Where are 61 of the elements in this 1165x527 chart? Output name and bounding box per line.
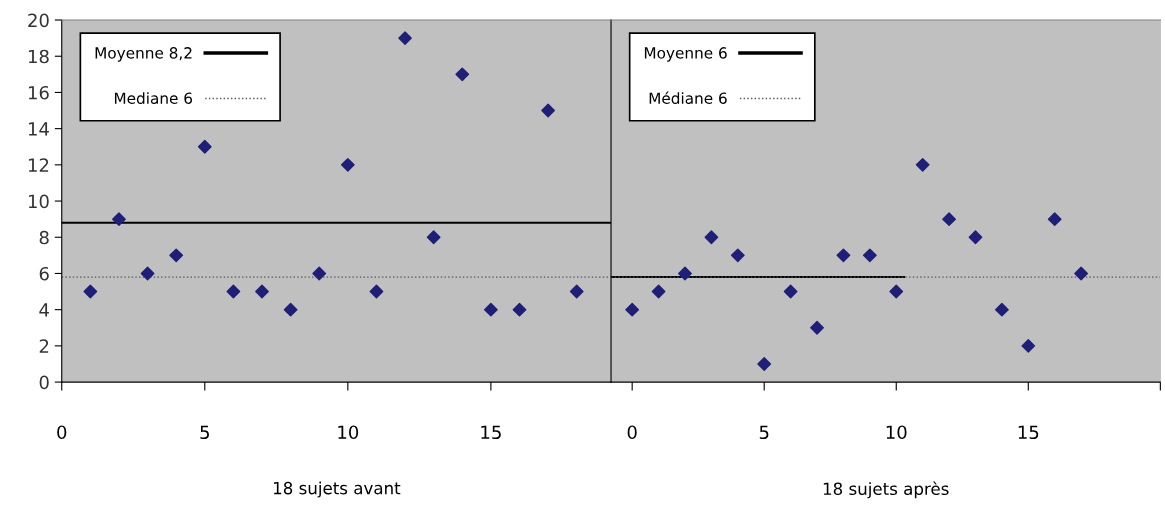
x-tick-label: 0 (627, 425, 637, 440)
point (140, 266, 155, 281)
y-tick-label: 10 (28, 194, 49, 209)
point (455, 67, 470, 82)
point (704, 230, 719, 245)
point (255, 284, 269, 299)
legend-label: Moyenne 6 (644, 47, 727, 62)
point (625, 302, 640, 317)
legend-label: Moyenne 8,2 (95, 47, 192, 62)
x-tick-label: 15 (481, 425, 501, 440)
point (994, 302, 1009, 317)
y-tick-label: 20 (28, 13, 49, 28)
y-tick-label: 18 (28, 49, 49, 64)
x-axis-title: 18 sujets après (823, 481, 949, 499)
point (226, 284, 241, 299)
y-tick-label: 2 (39, 339, 49, 353)
point (889, 284, 904, 299)
legend-label: Médiane 6 (649, 91, 727, 105)
point (836, 248, 851, 263)
point (810, 320, 824, 335)
point (1074, 266, 1089, 281)
point (757, 357, 772, 371)
point (197, 139, 212, 154)
x-tick-label: 5 (200, 425, 209, 440)
x-tick-label: 5 (759, 425, 769, 440)
point (862, 248, 877, 263)
point (369, 284, 384, 299)
y-tick-label: 8 (39, 230, 49, 245)
y-tick-label: 12 (28, 158, 49, 172)
point (483, 302, 498, 317)
legend-label: Mediane 6 (114, 92, 193, 105)
point (1021, 338, 1036, 353)
point (541, 103, 556, 118)
point (915, 157, 930, 172)
point (783, 284, 798, 299)
point (569, 284, 584, 299)
x-tick-label: 15 (1018, 425, 1039, 440)
point (678, 266, 692, 281)
point (83, 284, 98, 299)
y-tick-label: 6 (39, 266, 49, 281)
point (651, 284, 666, 299)
point (169, 248, 184, 263)
x-tick-label: 10 (338, 425, 359, 440)
y-tick-label: 4 (39, 303, 49, 317)
point (283, 302, 298, 317)
point (512, 302, 527, 317)
x-tick-label: 0 (57, 425, 67, 440)
point (1047, 212, 1062, 227)
point (340, 157, 355, 172)
point (730, 248, 745, 263)
x-axis-title: 18 sujets avant (273, 481, 401, 498)
point (312, 266, 327, 281)
y-tick-label: 0 (39, 375, 49, 390)
point (112, 212, 126, 227)
y-tick-label: 16 (28, 85, 49, 100)
point (968, 230, 983, 245)
point (426, 230, 441, 245)
point (942, 212, 956, 227)
point (398, 31, 412, 46)
x-tick-label: 10 (886, 425, 907, 440)
y-tick-label: 14 (28, 122, 49, 136)
